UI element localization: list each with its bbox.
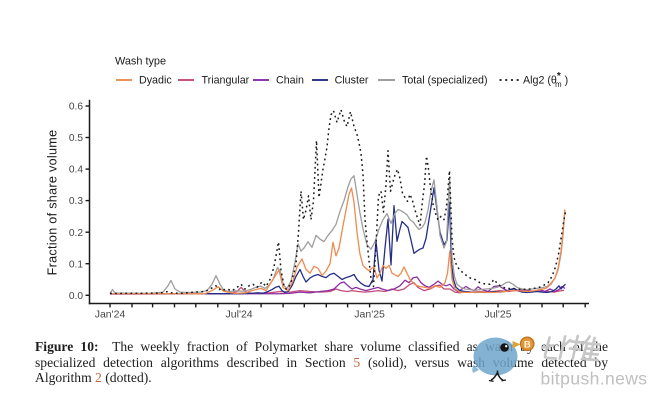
- svg-text:Chain: Chain: [276, 75, 304, 87]
- svg-text:0.2: 0.2: [69, 228, 83, 239]
- svg-text:Alg2 (θ*m ): Alg2 (θ* m ): [523, 71, 568, 89]
- svg-text:Fraction of share volume: Fraction of share volume: [46, 130, 60, 276]
- svg-text:Wash type: Wash type: [115, 56, 166, 68]
- svg-text:Cluster: Cluster: [335, 75, 369, 87]
- svg-text:0.5: 0.5: [69, 133, 83, 144]
- svg-text:bitpush.news: bitpush.news: [541, 369, 648, 389]
- svg-text:Dyadic: Dyadic: [139, 75, 172, 87]
- svg-text:Jul'24: Jul'24: [226, 309, 253, 321]
- svg-text:Jan'25: Jan'25: [354, 309, 385, 321]
- svg-text:0.3: 0.3: [69, 196, 83, 207]
- svg-text:Jan'24: Jan'24: [95, 309, 126, 321]
- svg-text:0.0: 0.0: [69, 291, 83, 302]
- svg-text:Triangular: Triangular: [202, 75, 250, 87]
- svg-text:0.1: 0.1: [69, 259, 83, 270]
- svg-text:0.6: 0.6: [69, 102, 83, 113]
- svg-text:Total (specialized): Total (specialized): [402, 75, 488, 87]
- svg-text:Jul'25: Jul'25: [484, 309, 511, 321]
- svg-text:B: B: [524, 339, 531, 350]
- svg-text:0.4: 0.4: [69, 165, 83, 176]
